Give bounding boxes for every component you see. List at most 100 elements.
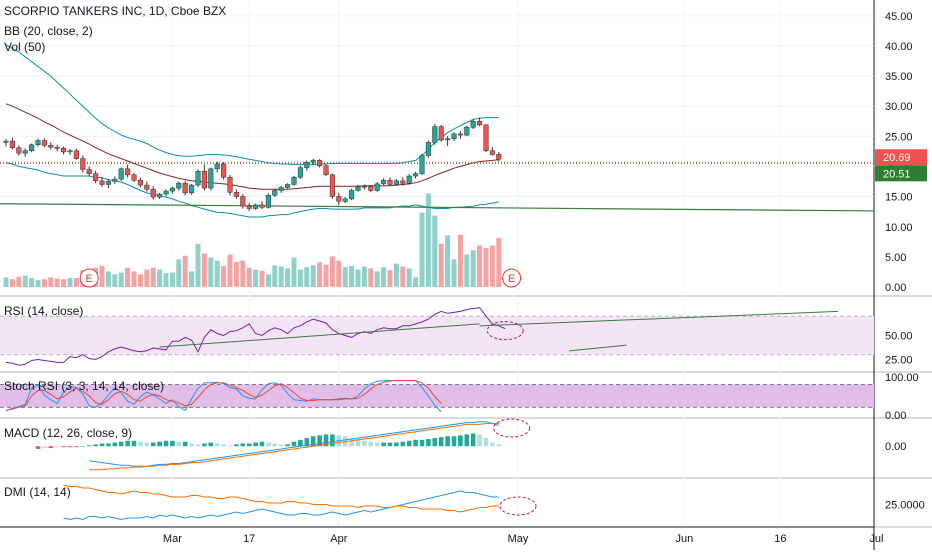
candle-body [329, 174, 335, 197]
price-tick-label: 35.00 [885, 71, 913, 83]
volume-bar [16, 276, 22, 287]
indicator-bands [0, 315, 874, 408]
candle-body [182, 183, 188, 194]
candle-body [16, 147, 22, 154]
bb-basis-line [5, 103, 499, 190]
stoch-band [0, 384, 874, 408]
volume-bar [387, 270, 393, 287]
macd-histogram-bar [214, 443, 220, 447]
price-tick-label: 15.00 [885, 192, 913, 204]
macd-histogram-bar [490, 442, 495, 447]
annotation-ellipse [486, 321, 524, 341]
volume-bar [329, 256, 335, 287]
macd-histogram-bar [432, 438, 438, 447]
candle-body [73, 150, 79, 159]
time-tick-label: Jul [869, 533, 883, 545]
macd-histogram-bar [150, 442, 156, 447]
candle-body [457, 133, 463, 136]
macd-histogram-bar [118, 441, 124, 447]
candle-body [496, 154, 502, 160]
candle-body [317, 160, 323, 167]
time-tick-label: 16 [774, 533, 786, 545]
indicator-panes[interactable] [5, 307, 839, 521]
volume-bar [489, 245, 495, 287]
macd-histogram-bar [413, 439, 418, 447]
candle-body [355, 186, 361, 191]
candle-body [413, 173, 419, 177]
volume-bar [253, 269, 259, 287]
macd-histogram-bar [285, 444, 290, 447]
candle-body [470, 121, 476, 128]
volume-bar [41, 279, 47, 287]
candle-body [304, 161, 310, 168]
macd-histogram-bar [445, 436, 450, 447]
annotation-ellipse [499, 496, 537, 516]
volume-bar [445, 235, 451, 287]
candle-body [227, 176, 233, 193]
candle-body [195, 170, 201, 186]
volume-bar [125, 267, 131, 287]
stoch-rsi-legend[interactable]: Stoch RSI (3, 3, 14, 14, close) [4, 379, 164, 393]
candle-body [368, 186, 374, 191]
time-axis[interactable]: Mar17AprMayJun16Jul17 [163, 533, 932, 545]
macd-histogram-bar [310, 436, 316, 447]
candle-body [272, 190, 278, 196]
bb-legend[interactable]: BB (20, close, 2) [4, 24, 93, 38]
macd-histogram-bar [253, 442, 258, 447]
price-axis[interactable]: 45.0040.0035.0030.0025.0020.0015.0010.00… [875, 11, 927, 512]
candle-body [419, 155, 425, 174]
macd-line [89, 421, 499, 467]
rsi-trendline [479, 310, 839, 327]
volume-bar [457, 234, 463, 287]
macd-histogram-bar [99, 443, 105, 447]
candle-body [387, 179, 393, 185]
candle-body [336, 196, 342, 202]
volume-bar [99, 266, 105, 287]
volume-bar [342, 267, 348, 287]
macd-histogram-bar [451, 436, 457, 447]
candle-body [22, 150, 28, 154]
price-tick-label: 25.00 [885, 131, 913, 143]
volume-bar [451, 259, 457, 287]
macd-histogram-bar [189, 443, 194, 447]
candle-body [483, 124, 489, 151]
candle-body [112, 178, 118, 182]
macd-histogram-bar [323, 434, 329, 447]
macd-legend[interactable]: MACD (12, 26, close, 9) [4, 426, 132, 440]
symbol-legend[interactable]: SCORPIO TANKERS INC, 1D, Cboe BZX [4, 4, 226, 18]
candle-body [105, 181, 111, 185]
macd-histogram-bar [202, 443, 207, 447]
candle-body [86, 169, 92, 174]
macd-histogram-bar [298, 439, 303, 447]
vol-legend[interactable]: Vol (50) [4, 40, 45, 54]
price-tag [875, 165, 927, 182]
volume-bar [272, 265, 278, 287]
volume-bar [470, 250, 476, 287]
macd-histogram-bar [349, 438, 354, 447]
macd-histogram-bar [67, 446, 73, 448]
volume-bar [227, 254, 233, 287]
rsi-legend[interactable]: RSI (14, close) [4, 304, 83, 318]
candle-body [438, 126, 444, 141]
volume-bar [413, 277, 419, 287]
earnings-marker [79, 268, 99, 288]
macd-histogram-bar [458, 435, 463, 447]
candle-body [131, 174, 137, 181]
macd-histogram-bar [240, 443, 246, 447]
volume-bar [464, 254, 470, 287]
bb-upper-line [5, 44, 499, 166]
macd-histogram-bar [246, 443, 252, 447]
macd-histogram-bar [419, 439, 425, 447]
annotations-layer [486, 321, 537, 516]
macd-histogram-bar [176, 441, 182, 447]
macd-histogram-bar [144, 442, 150, 447]
volume-bar [477, 245, 483, 287]
macd-histogram-bar [221, 444, 226, 447]
macd-histogram-bar [355, 438, 361, 447]
volume-bar [496, 237, 502, 287]
volume-bar [9, 279, 15, 287]
dmi-legend[interactable]: DMI (14, 14) [4, 485, 71, 499]
